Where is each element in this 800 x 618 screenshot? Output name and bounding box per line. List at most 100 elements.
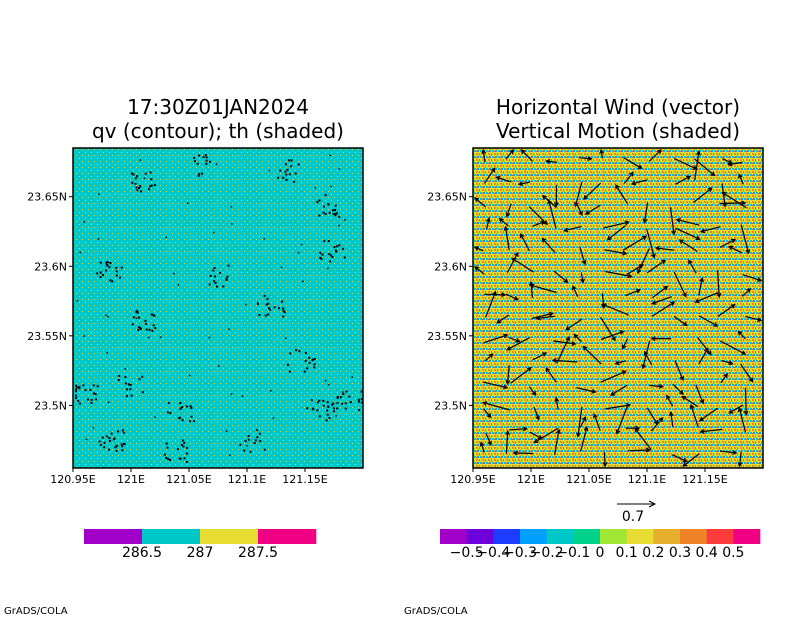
- wind-vector: [573, 333, 582, 343]
- qv-contour-dot: [96, 272, 99, 275]
- qv-contour-dot: [94, 393, 97, 396]
- qv-contour-dot: [126, 388, 128, 391]
- qv-contour-dot: [114, 446, 117, 449]
- qv-contour-dot: [83, 221, 85, 223]
- wind-vector: [719, 238, 737, 249]
- wind-vector: [553, 184, 559, 208]
- wind-vector: [672, 383, 684, 395]
- wind-vector: [605, 403, 632, 410]
- qv-contour-dot: [107, 315, 109, 318]
- qv-contour-dot: [266, 297, 269, 300]
- qv-contour-dot: [140, 327, 142, 330]
- qv-contour-dot: [336, 407, 339, 410]
- wind-vector: [506, 251, 519, 273]
- qv-contour-dot: [344, 402, 347, 405]
- wind-vector: [565, 318, 583, 331]
- qv-contour-dot: [186, 446, 189, 449]
- colorbar-label: 0.3: [669, 545, 691, 561]
- colorbar-segment: [200, 529, 259, 544]
- qv-contour-dot: [137, 316, 140, 319]
- qv-contour-dot: [78, 387, 81, 390]
- colorbar-label: −0.1: [556, 545, 590, 561]
- qv-contour-dot: [198, 173, 201, 176]
- wind-vector: [553, 340, 577, 346]
- qv-contour-dot: [281, 300, 284, 303]
- qv-contour-dot: [99, 271, 102, 274]
- qv-contour-dot: [212, 269, 215, 272]
- wind-vector: [554, 428, 561, 456]
- qv-contour-dot: [108, 266, 111, 269]
- qv-contour-dot: [122, 431, 125, 434]
- qv-contour-dot: [208, 160, 211, 163]
- qv-contour-dot: [311, 407, 314, 410]
- qv-contour-dot: [323, 240, 326, 243]
- wind-vector: [699, 226, 721, 234]
- qv-contour-dot: [144, 172, 147, 175]
- wind-vector: [689, 403, 699, 428]
- qv-contour-dot: [327, 267, 329, 270]
- qv-contour-dot: [341, 402, 344, 405]
- qv-contour-dot: [193, 420, 195, 423]
- qv-contour-dot: [329, 260, 332, 263]
- qv-contour-dot: [351, 376, 353, 378]
- wind-vector: [621, 338, 629, 350]
- theta-shading: [73, 148, 363, 468]
- qv-contour-dot: [360, 390, 363, 393]
- qv-contour-dot: [92, 427, 95, 429]
- wind-vector: [533, 427, 559, 444]
- colorbar-segment: [600, 529, 627, 544]
- qv-contour-dot: [308, 361, 311, 364]
- qv-contour-dot: [318, 399, 321, 402]
- wind-vector: [563, 225, 582, 233]
- qv-contour-dot: [99, 261, 102, 264]
- qv-contour-dot: [115, 444, 118, 447]
- wind-vector: [535, 315, 555, 321]
- qv-contour-dot: [105, 261, 108, 264]
- x-tick-label: 121.05E: [566, 473, 611, 486]
- qv-contour-dot: [130, 394, 133, 397]
- qv-contour-dot: [208, 336, 211, 339]
- wind-vector: [575, 202, 583, 217]
- qv-contour-dot: [198, 154, 201, 157]
- y-tick-label: 23.55N: [427, 330, 467, 343]
- qv-contour-dot: [185, 461, 188, 463]
- qv-contour-dot: [153, 183, 156, 186]
- wind-vector: [642, 202, 649, 224]
- qv-contour-dot: [78, 386, 81, 388]
- qv-contour-dot: [326, 409, 329, 412]
- credit-left: GrADS/COLA: [4, 606, 68, 617]
- wind-vector: [697, 337, 712, 356]
- qv-contour-dot: [188, 374, 191, 377]
- qv-contour-dot: [152, 314, 155, 316]
- qv-contour-dot: [141, 375, 144, 378]
- qv-contour-dot: [335, 250, 338, 253]
- qv-contour-dot: [334, 209, 337, 212]
- qv-contour-dot: [194, 160, 196, 163]
- wind-vector: [699, 428, 723, 434]
- wind-vector: [682, 453, 700, 467]
- qv-contour-dot: [123, 443, 126, 445]
- qv-contour-dot: [310, 399, 313, 402]
- qv-contour-dot: [282, 309, 285, 312]
- qv-contour-dot: [105, 314, 107, 317]
- qv-contour-dot: [259, 440, 262, 442]
- qv-contour-dot: [263, 448, 266, 451]
- wind-vector: [646, 259, 667, 274]
- qv-contour-dot: [196, 162, 199, 165]
- wind-vector: [695, 384, 705, 405]
- qv-contour-dot: [327, 240, 330, 242]
- x-tick-label: 121.1E: [628, 473, 666, 486]
- qv-contour-dot: [148, 188, 151, 191]
- qv-contour-dot: [294, 172, 297, 175]
- qv-contour-dot: [247, 438, 250, 441]
- wind-vector: [740, 363, 754, 383]
- qv-contour-dot: [105, 263, 108, 266]
- qv-contour-dot: [279, 169, 282, 172]
- wind-vector: [694, 150, 701, 181]
- colorbar-segment: [493, 529, 521, 544]
- qv-contour-dot: [138, 378, 141, 381]
- wind-vector: [482, 381, 509, 390]
- qv-contour-dot: [247, 435, 250, 437]
- qv-contour-dot: [107, 401, 110, 404]
- qv-contour-dot: [216, 285, 218, 288]
